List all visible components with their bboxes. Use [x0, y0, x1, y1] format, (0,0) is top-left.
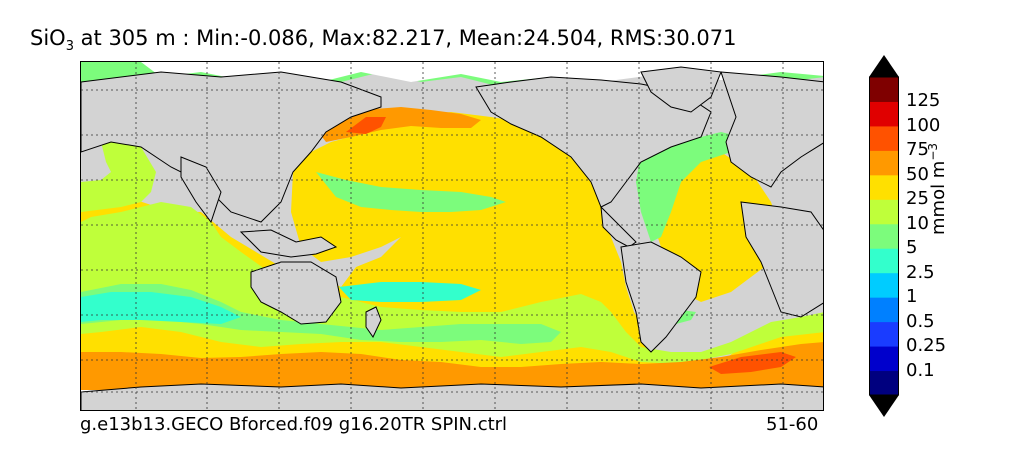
colorbar-swatch [869, 77, 899, 102]
colorbar-swatch [869, 101, 899, 127]
colorbar-tick-label: 1 [906, 286, 918, 308]
colorbar-swatch [869, 199, 899, 225]
title-variable: SiO [30, 26, 66, 50]
colorbar-tick-label: 0.5 [906, 310, 935, 332]
landmass-greenland [640, 66, 722, 113]
colorbar-tick-label: 125 [906, 90, 941, 112]
landmass-antarctica [81, 383, 823, 410]
colorbar-min-arrow [869, 395, 899, 417]
colorbar-tick-label: 0.1 [906, 359, 935, 381]
colorbar-tick-label: 2.5 [906, 261, 935, 283]
landmass-south-america [620, 241, 702, 353]
units-base: mmol m [928, 160, 949, 235]
landmass-new-zealand [365, 306, 382, 338]
colorbar-swatch [869, 248, 899, 274]
landmass-central-america [600, 205, 637, 248]
landmass-europe-asia [81, 71, 823, 223]
landmass-north-america [475, 76, 712, 208]
lat-lon-grid [81, 62, 823, 410]
landmass-africa [740, 201, 823, 318]
colorbar-tick-label: 0.25 [906, 335, 947, 357]
colorbar-frame [869, 76, 899, 396]
colorbar-tick-label: 25 [906, 188, 929, 210]
colorbar-tick-label: 50 [906, 163, 929, 185]
landmass-india [180, 156, 222, 224]
colorbar-swatch [869, 297, 899, 323]
colorbar-units: mmol m−3 [926, 143, 949, 235]
years-label: 51-60 [766, 414, 819, 435]
colorbar-max-arrow [869, 55, 899, 77]
colorbar-swatch [869, 346, 899, 372]
colorbar-swatch [869, 370, 899, 396]
landmass-australia [250, 261, 342, 325]
ocean-field-2-5-5 [81, 282, 481, 324]
colorbar-tick-label: 75 [906, 139, 929, 161]
colorbar-swatch [869, 125, 899, 151]
colorbar-swatch [869, 321, 899, 347]
ocean-field-5-10 [81, 62, 823, 344]
colorbar-swatch [869, 223, 899, 249]
colorbar-tick-label: 10 [906, 212, 929, 234]
colorbar-tick-label: 100 [906, 114, 941, 136]
title-stats: at 305 m : Min:-0.086, Max:82.217, Mean:… [73, 26, 737, 50]
colorbar [869, 55, 899, 417]
title-subscript: 3 [65, 39, 74, 55]
colorbar-swatch [869, 174, 899, 200]
run-name-label: g.e13b13.GECO Bforced.f09 g16.20TR SPIN.… [80, 414, 508, 435]
ocean-map [81, 62, 823, 410]
map-title: SiO3 at 305 m : Min:-0.086, Max:82.217, … [30, 26, 737, 54]
map-panel [80, 61, 824, 411]
units-exponent: −3 [926, 142, 940, 161]
colorbar-swatch [869, 272, 899, 298]
colorbar-tick-label: 5 [906, 237, 918, 259]
colorbar-swatch [869, 150, 899, 176]
